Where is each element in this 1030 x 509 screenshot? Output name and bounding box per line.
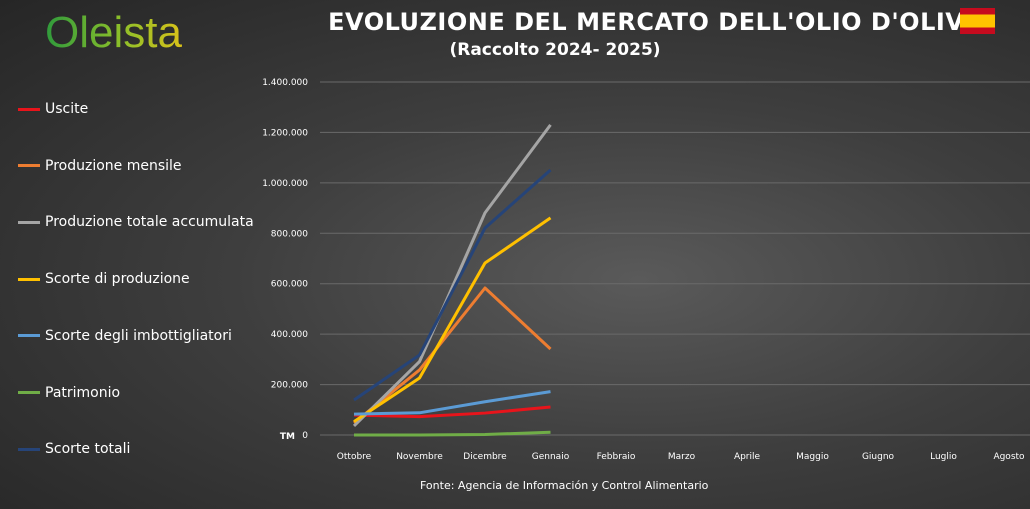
x-tick-label: Ottobre: [337, 452, 372, 462]
x-tick-label: Giugno: [862, 452, 895, 462]
legend-label: Scorte totali: [45, 441, 131, 458]
source-note: Fonte: Agencia de Información y Control …: [420, 479, 709, 492]
legend-swatch: [18, 164, 40, 168]
legend-swatch: [18, 220, 40, 224]
legend-item: Uscite: [18, 101, 88, 117]
series-line-4: [353, 390, 551, 416]
x-tick-label: Dicembre: [463, 452, 507, 462]
y-tick-label: 800.000: [271, 229, 308, 239]
y-tick-label: 600.000: [271, 280, 308, 290]
x-tick-label: Marzo: [668, 452, 696, 462]
y-tick-label: 400.000: [271, 330, 308, 340]
legend-item: Patrimonio: [18, 385, 120, 401]
chart-subtitle: (Raccolto 2024- 2025): [449, 40, 661, 60]
series-line-3: [353, 216, 552, 423]
legend-item: Scorte di produzione: [18, 271, 190, 287]
x-tick-label: Gennaio: [532, 452, 570, 462]
legend-item: Scorte totali: [18, 441, 130, 457]
x-tick-label: Maggio: [796, 452, 829, 462]
series-line-0: [353, 405, 551, 419]
legend-label: Uscite: [45, 101, 89, 117]
chart-title: EVOLUZIONE DEL MERCATO DELL'OLIO D'OLIVA: [328, 8, 982, 36]
legend-label: Produzione totale accumulata: [45, 214, 254, 231]
legend-swatch: [18, 277, 40, 281]
x-tick-label: Febbraio: [597, 452, 636, 462]
legend-label: Scorte di produzione: [45, 271, 190, 288]
legend-label: Patrimonio: [45, 384, 121, 401]
legend-swatch: [18, 107, 40, 111]
y-tick-label: 1.200.000: [262, 128, 308, 138]
legend-label: Scorte degli imbottigliatori: [45, 327, 232, 344]
x-tick-label: Novembre: [396, 452, 443, 462]
legend-swatch: [18, 391, 40, 394]
legend-item: Produzione mensile: [18, 158, 182, 174]
legend-item: Produzione totale accumulata: [18, 214, 254, 230]
series-line-2: [352, 123, 552, 427]
spain-flag-icon: [960, 8, 995, 34]
y-tick-label: 200.000: [271, 381, 308, 391]
series-line-5: [354, 430, 551, 437]
y-tick-label: 1.000.000: [262, 179, 308, 189]
series-line-1: [353, 286, 552, 425]
x-tick-label: Aprile: [734, 452, 761, 462]
y-tick-label: 0: [302, 431, 308, 441]
x-tick-label: Luglio: [930, 452, 957, 462]
legend-item: Scorte degli imbottigliatori: [18, 328, 232, 344]
y-axis-unit: TM: [280, 432, 295, 442]
y-tick-label: 1.400.000: [262, 78, 308, 88]
legend-swatch: [18, 334, 40, 338]
legend-label: Produzione mensile: [45, 157, 182, 174]
x-tick-label: Agosto: [993, 452, 1025, 462]
oleista-logo: Oleista: [45, 8, 182, 57]
legend-swatch: [18, 447, 40, 451]
series-line-6: [353, 168, 552, 402]
